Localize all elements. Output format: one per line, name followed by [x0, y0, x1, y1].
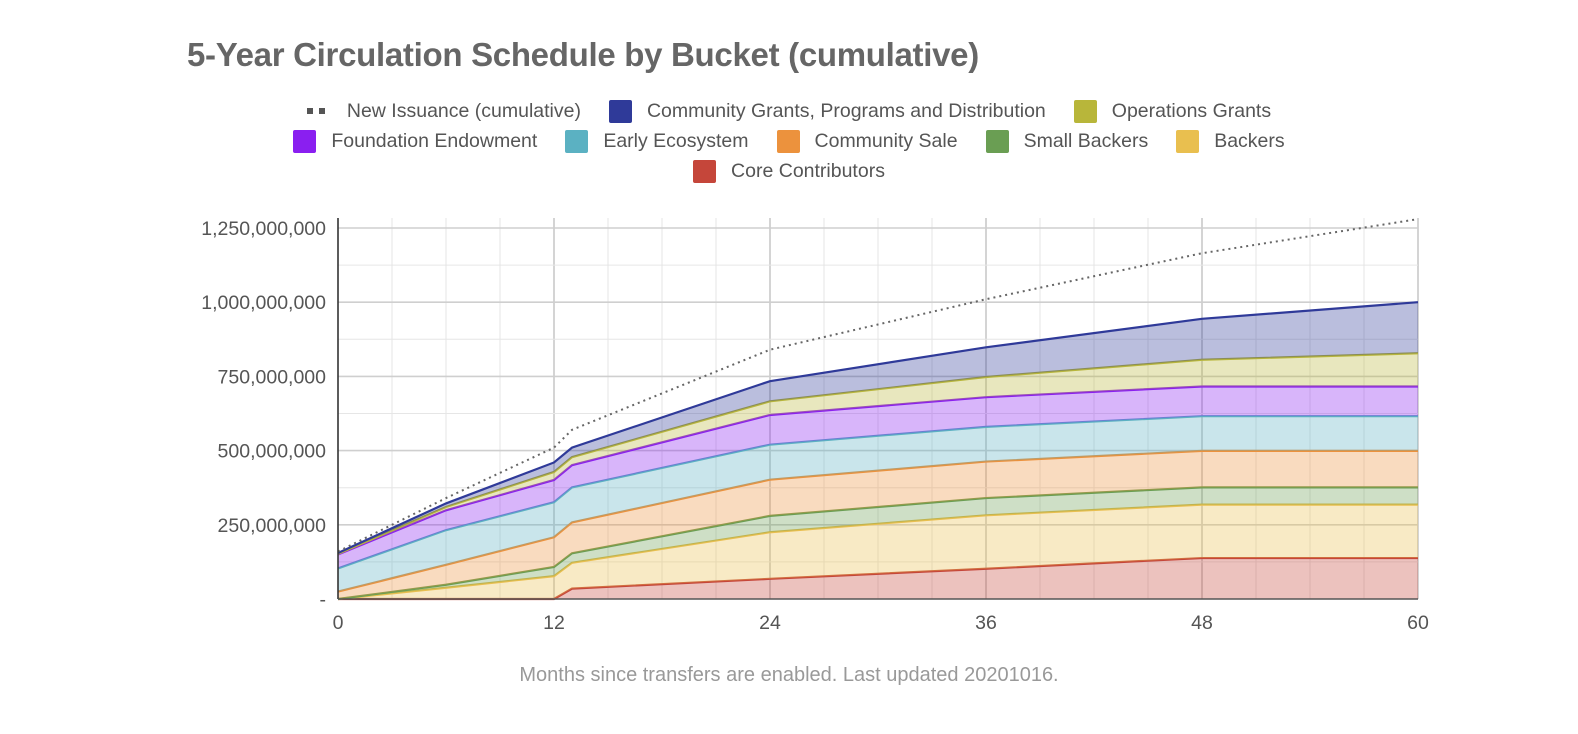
- y-tick-label: 1,250,000,000: [201, 218, 326, 240]
- area-backers: [338, 504, 1418, 599]
- series-line-backers: [337, 503, 1418, 601]
- area-core-contributors: [338, 558, 1418, 599]
- legend-item: Early Ecosystem: [565, 129, 749, 153]
- legend-item: Operations Grants: [1073, 99, 1272, 123]
- legend-label: Core Contributors: [731, 159, 885, 182]
- legend-swatch: [1073, 99, 1097, 123]
- area-early-ecosystem: [338, 416, 1418, 592]
- series-line-operations-grants: [337, 352, 1419, 555]
- area-foundation-endowment: [338, 386, 1418, 569]
- legend-swatch: [985, 129, 1009, 153]
- stacked-areas: [337, 301, 1419, 601]
- legend-item: Backers: [1176, 129, 1285, 153]
- legend-item: Community Sale: [776, 129, 958, 153]
- area-community-grants-programs-and-distribution: [338, 302, 1418, 554]
- axes: - 250,000,000 500,000,000 750,000,000 1,000,…: [201, 218, 1429, 634]
- legend-label: Operations Grants: [1111, 99, 1272, 122]
- legend-item: Foundation Endowment: [293, 129, 538, 153]
- legend-label: Community Grants, Programs and Distribut…: [646, 99, 1046, 122]
- y-tick-label: 1,000,000,000: [201, 292, 326, 314]
- legend-label: Early Ecosystem: [603, 129, 749, 152]
- x-tick-label: 24: [759, 612, 781, 634]
- legend-label: Backers: [1214, 129, 1285, 152]
- legend-item: Community Grants, Programs and Distribut…: [608, 99, 1046, 123]
- legend-item: New Issuance (cumulative): [306, 99, 581, 123]
- legend-item: Core Contributors: [693, 159, 885, 183]
- series-line-small-backers: [337, 486, 1418, 601]
- legend-row: Foundation Endowment Early Ecosystem Commu…: [0, 126, 1578, 156]
- legend-swatch: [293, 129, 317, 153]
- x-tick-label: 48: [1191, 612, 1213, 634]
- series-line-community-sale: [337, 449, 1418, 593]
- legend-swatch: [776, 129, 800, 153]
- legend-swatch: [306, 100, 337, 123]
- legend-label: Foundation Endowment: [331, 129, 538, 152]
- legend-item: Small Backers: [985, 129, 1149, 153]
- series-line-community-grants-programs-and-distribution: [337, 301, 1419, 554]
- x-tick-label: 36: [975, 612, 997, 634]
- y-tick-label: 750,000,000: [218, 366, 327, 388]
- series-line-early-ecosystem: [337, 415, 1418, 570]
- legend-row: New Issuance (cumulative) Community Grant…: [0, 96, 1578, 126]
- y-tick-label: 250,000,000: [218, 515, 327, 537]
- area-operations-grants: [338, 353, 1418, 555]
- x-tick-label: 60: [1407, 612, 1429, 634]
- legend-swatch: [565, 129, 589, 153]
- x-axis-caption: Months since transfers are enabled. Last…: [519, 664, 1059, 686]
- y-tick-label: 500,000,000: [218, 441, 327, 463]
- legend-swatch: [608, 99, 632, 123]
- legend-label: New Issuance (cumulative): [346, 99, 581, 122]
- legend-label: Community Sale: [814, 129, 958, 152]
- legend: New Issuance (cumulative) Community Grant…: [0, 96, 1578, 186]
- legend-row: Core Contributors: [0, 156, 1578, 186]
- series-line-foundation-endowment: [337, 385, 1418, 556]
- x-tick-label: 0: [333, 612, 344, 634]
- y-tick-label: -: [320, 589, 327, 611]
- area-small-backers: [338, 487, 1418, 599]
- x-tick-label: 12: [543, 612, 565, 634]
- legend-label: Small Backers: [1023, 129, 1149, 152]
- area-community-sale: [338, 450, 1418, 599]
- chart-title: 5-Year Circulation Schedule by Bucket (c…: [187, 36, 979, 73]
- legend-swatch: [1176, 129, 1200, 153]
- legend-swatch: [693, 159, 717, 183]
